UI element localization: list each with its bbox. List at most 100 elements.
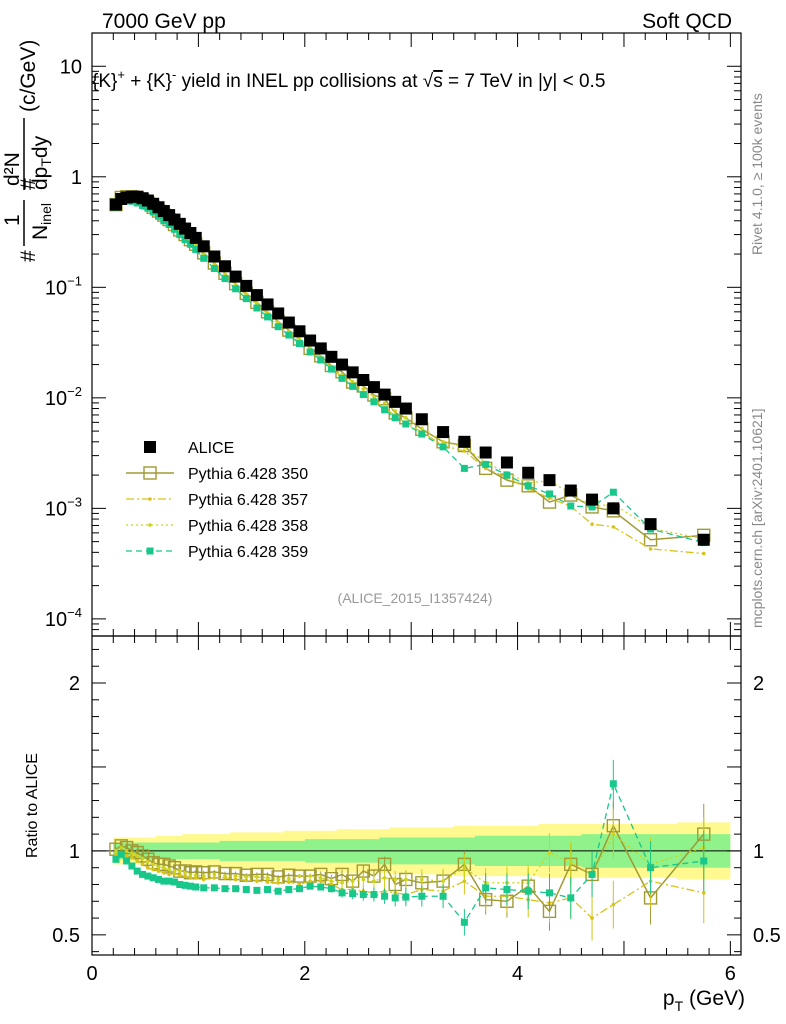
series-point-ratio-359 (253, 886, 261, 894)
series-point-ratio-359 (128, 862, 136, 870)
series-point-ratio-359 (149, 874, 157, 882)
series-point-ratio-359 (567, 894, 575, 902)
series-point-359 (482, 460, 490, 468)
series-point-ratio-358 (162, 865, 166, 870)
series-point-ratio-359 (264, 886, 272, 894)
series-point-ratio-359 (482, 884, 490, 892)
legend-label: Pythia 6.428 358 (188, 518, 308, 535)
series-point-ratio-359 (165, 877, 173, 885)
legend: ALICE Pythia 6.428 350 Pythia 6.428 357 Pyt… (126, 440, 308, 561)
data-point-alice (304, 334, 317, 347)
series-point-ratio-358 (611, 832, 616, 836)
series-point-359 (338, 374, 346, 382)
series-point-359 (381, 406, 389, 414)
legend-marker (148, 497, 152, 501)
series-point-ratio-359 (503, 886, 511, 894)
series-point-359 (391, 414, 399, 422)
ratio-y-tick-label: 1 (69, 841, 80, 863)
series-point-ratio-357 (255, 879, 259, 883)
series-point-ratio-359 (160, 877, 168, 885)
series-point-ratio-358 (244, 875, 249, 879)
series-point-358 (223, 272, 227, 276)
series-point-ratio-358 (114, 849, 118, 853)
data-point-alice (250, 289, 263, 302)
series-point-ratio-359 (285, 886, 293, 894)
series-point-ratio-358 (350, 879, 355, 883)
series-point-ratio-358 (361, 877, 366, 882)
series-point-ratio-359 (391, 894, 399, 902)
series-point-ratio-359 (295, 885, 303, 893)
series-point-358 (420, 426, 424, 431)
data-point-alice (522, 466, 535, 479)
y-tick-label: 10−2 (45, 384, 82, 410)
series-point-ratio-358 (135, 854, 140, 858)
data-point-alice (586, 493, 599, 506)
y-tick-label-exp: −1 (67, 273, 82, 288)
xlabel-main: p (663, 987, 675, 1010)
series-point-358 (212, 262, 217, 266)
series-point-ratio-359 (232, 885, 240, 893)
series-point-ratio-359 (545, 889, 553, 897)
series-point-ratio-357 (244, 878, 249, 883)
series-point-358 (255, 301, 259, 305)
data-point-alice (378, 388, 391, 401)
series-point-358 (382, 401, 387, 405)
series-point-357 (590, 522, 594, 526)
series-point-359 (306, 348, 314, 356)
series-point-357 (611, 525, 616, 529)
series-point-ratio-357 (265, 880, 270, 884)
series-point-ratio-359 (317, 883, 325, 891)
series-point-ratio-357 (172, 871, 177, 876)
series-point-ratio-357 (233, 877, 238, 882)
legend-label: Pythia 6.428 350 (188, 466, 308, 483)
series-point-ratio-357 (212, 875, 217, 880)
series-point-358 (350, 379, 355, 384)
title-part4: = 7 TeV in |y| < 0.5 (443, 71, 606, 92)
series-point-350 (643, 533, 658, 547)
mcplots-label: mcplots.cern.ch [arXiv:2401.10621] (749, 409, 765, 628)
legend-marker (148, 523, 152, 527)
series-point-ratio-359 (242, 886, 250, 894)
series-point-359 (439, 443, 447, 451)
series-point-ratio-358 (297, 874, 302, 878)
x-tick-label: 4 (512, 963, 523, 985)
series-point-359 (317, 356, 325, 364)
series-point-359 (402, 420, 410, 428)
series-point-ratio-359 (112, 855, 120, 863)
series-point-ratio-358 (188, 873, 193, 878)
ratio-y-tick-label-right: 2 (753, 673, 764, 695)
series-point-ratio-359 (349, 890, 357, 898)
series-point-ratio-359 (123, 857, 131, 865)
series-point-ratio-357 (162, 870, 166, 875)
series-point-ratio-357 (201, 877, 206, 882)
ratio-y-tick-label-right: 0.5 (753, 925, 781, 947)
series-point-ratio-358 (146, 860, 150, 864)
series-point-ratio-358 (329, 879, 334, 883)
series-point-ratio-357 (287, 880, 291, 884)
data-point-alice (564, 484, 577, 497)
spectrum-panel-series (109, 190, 711, 556)
series-point-ratio-358 (172, 869, 177, 873)
analysis-watermark: (ALICE_2015_I1357424) (338, 590, 493, 606)
series-point-ratio-359 (306, 882, 314, 890)
series-point-ratio-359 (274, 887, 282, 895)
series-point-ratio-359 (460, 918, 468, 926)
title-part1: {K} (92, 71, 117, 92)
series-point-ratio-358 (568, 860, 573, 865)
data-point-alice (367, 381, 380, 394)
title-part2: + {K} (125, 71, 172, 92)
title-s: s (433, 71, 443, 92)
series-point-359 (274, 323, 282, 331)
series-point-ratio-359 (133, 867, 141, 875)
series-point-ratio-358 (441, 879, 445, 883)
legend-label: Pythia 6.428 359 (188, 544, 308, 561)
series-point-ratio-357 (308, 879, 312, 883)
data-point-alice (240, 279, 253, 292)
series-point-ratio-358 (547, 850, 552, 855)
y-tick-label: 10−1 (45, 273, 82, 299)
series-point-358 (404, 415, 408, 420)
ylabel-num2: d²N (1, 152, 24, 186)
series-point-ratio-359 (700, 857, 708, 865)
series-point-359 (221, 275, 229, 283)
series-point-ratio-357 (130, 855, 134, 860)
